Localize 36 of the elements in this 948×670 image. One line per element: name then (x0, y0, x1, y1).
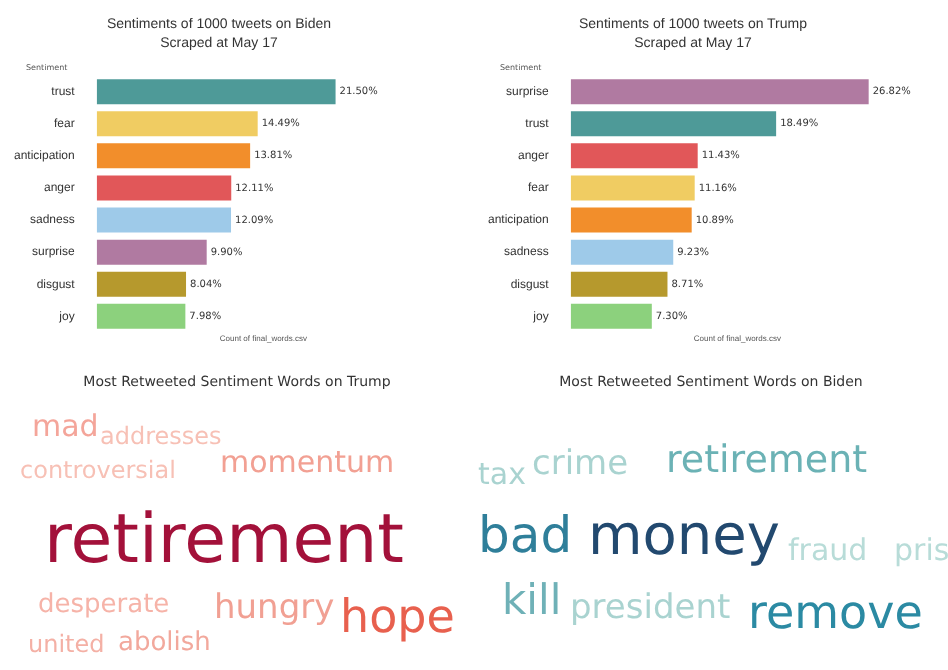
text: momentum (220, 444, 395, 480)
text: kill (502, 576, 562, 624)
text: money (588, 502, 780, 568)
bar (570, 239, 674, 265)
bar (570, 111, 777, 137)
bar (570, 303, 652, 329)
text: bad (478, 506, 573, 564)
bar (96, 111, 258, 137)
text: retirement (44, 500, 404, 580)
bar (570, 79, 869, 105)
text: pris (894, 532, 948, 568)
bar (96, 79, 336, 105)
text: abolish (118, 628, 211, 658)
bar (96, 271, 187, 297)
text: desperate (38, 590, 170, 620)
text: united (28, 630, 105, 658)
text: retirement (666, 438, 868, 482)
bar (570, 207, 692, 233)
bar (96, 175, 232, 201)
text: hungry (214, 588, 335, 628)
text: tax (478, 456, 526, 492)
text: crime (532, 444, 629, 484)
text: president (570, 588, 731, 628)
bar (96, 303, 186, 329)
bar (570, 175, 695, 201)
text: remove (748, 588, 923, 640)
text: mad (32, 408, 99, 444)
text: controversial (20, 456, 176, 484)
bar (570, 143, 698, 169)
text: addresses (100, 422, 222, 450)
bar (96, 143, 251, 169)
text: fraud (788, 532, 868, 568)
bar (570, 271, 668, 297)
text: hope (340, 592, 455, 644)
bar (96, 239, 207, 265)
bar (96, 207, 232, 233)
